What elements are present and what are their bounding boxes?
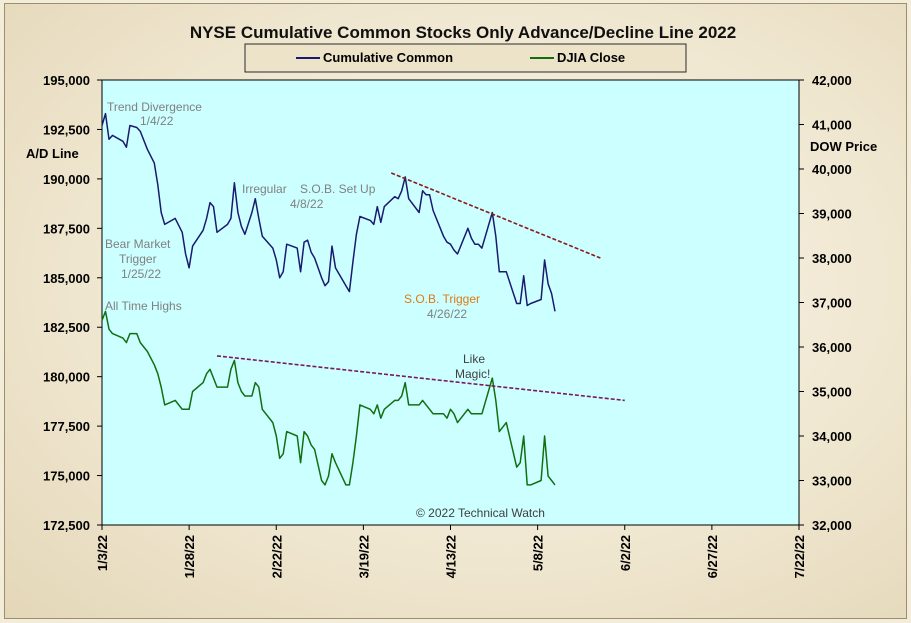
chart-title: NYSE Cumulative Common Stocks Only Advan… xyxy=(190,23,736,42)
left-tick-label: 172,500 xyxy=(43,518,90,533)
left-tick-label: 180,000 xyxy=(43,370,90,385)
x-tick-label: 1/3/22 xyxy=(95,535,110,571)
x-tick-label: 1/28/22 xyxy=(182,535,197,578)
left-tick-label: 175,000 xyxy=(43,469,90,484)
left-axis: 195,000 192,500 190,000 187,500 185,000 182,5… xyxy=(43,73,102,533)
legend-label-cumulative: Cumulative Common xyxy=(323,50,453,65)
x-tick-label: 4/13/22 xyxy=(444,535,459,578)
annotation-like: Like xyxy=(463,352,485,366)
right-tick-label: 40,000 xyxy=(812,162,852,177)
x-tick-label: 2/22/22 xyxy=(269,535,284,578)
right-tick-label: 32,000 xyxy=(812,518,852,533)
x-tick-label: 6/2/22 xyxy=(618,535,633,571)
annotation-sob-trigger: S.O.B. Trigger xyxy=(404,292,480,306)
left-tick-label: 192,500 xyxy=(43,122,90,137)
right-tick-label: 39,000 xyxy=(812,207,852,222)
copyright: © 2022 Technical Watch xyxy=(416,506,545,520)
annotation-sob-setup: S.O.B. Set Up xyxy=(300,182,376,196)
x-tick-label: 5/8/22 xyxy=(531,535,546,571)
annotation-bear-market-date: 1/25/22 xyxy=(121,267,161,281)
right-tick-label: 34,000 xyxy=(812,429,852,444)
left-axis-label: A/D Line xyxy=(26,146,79,161)
left-tick-label: 177,500 xyxy=(43,419,90,434)
left-tick-label: 182,500 xyxy=(43,320,90,335)
x-tick-label: 6/27/22 xyxy=(705,535,720,578)
x-tick-label: 7/22/22 xyxy=(792,535,807,578)
right-axis: 42,000 41,000 40,000 39,000 38,000 37,000 36,0… xyxy=(799,73,852,533)
plot-area xyxy=(101,79,800,526)
right-tick-label: 42,000 xyxy=(812,73,852,88)
trendline-djia xyxy=(216,355,625,402)
x-axis: 1/3/22 1/28/22 2/22/22 3/19/22 4/13/22 5/8/22… xyxy=(95,525,807,578)
legend-label-djia: DJIA Close xyxy=(557,50,625,65)
right-tick-label: 41,000 xyxy=(812,118,852,133)
legend: Cumulative Common DJIA Close xyxy=(244,43,687,73)
right-tick-label: 37,000 xyxy=(812,296,852,311)
annotation-magic: Magic! xyxy=(455,367,490,381)
annotation-sob-setup-date: 4/8/22 xyxy=(290,197,324,211)
right-tick-label: 36,000 xyxy=(812,340,852,355)
right-tick-label: 35,000 xyxy=(812,385,852,400)
series-line-cumulative-common xyxy=(101,112,556,312)
annotation-irregular: Irregular xyxy=(242,182,287,196)
annotation-trend-divergence: Trend Divergence xyxy=(107,100,202,114)
series-line-djia-close xyxy=(101,310,556,486)
right-tick-label: 33,000 xyxy=(812,474,852,489)
x-tick-label: 3/19/22 xyxy=(356,535,371,578)
annotation-trend-divergence-date: 1/4/22 xyxy=(140,114,174,128)
annotation-bear-market-trigger: Trigger xyxy=(119,252,157,266)
annotation-bear-market: Bear Market xyxy=(105,237,171,251)
left-tick-label: 187,500 xyxy=(43,221,90,236)
trendline-ad-line xyxy=(390,172,601,259)
right-axis-label: DOW Price xyxy=(810,139,877,154)
annotation-all-time-highs: All Time Highs xyxy=(105,299,182,313)
left-tick-label: 190,000 xyxy=(43,172,90,187)
annotation-sob-trigger-date: 4/26/22 xyxy=(427,307,467,321)
left-tick-label: 195,000 xyxy=(43,73,90,88)
left-tick-label: 185,000 xyxy=(43,271,90,286)
right-tick-label: 38,000 xyxy=(812,251,852,266)
annotations: Trend Divergence 1/4/22 Irregular S.O.B.… xyxy=(105,100,490,381)
